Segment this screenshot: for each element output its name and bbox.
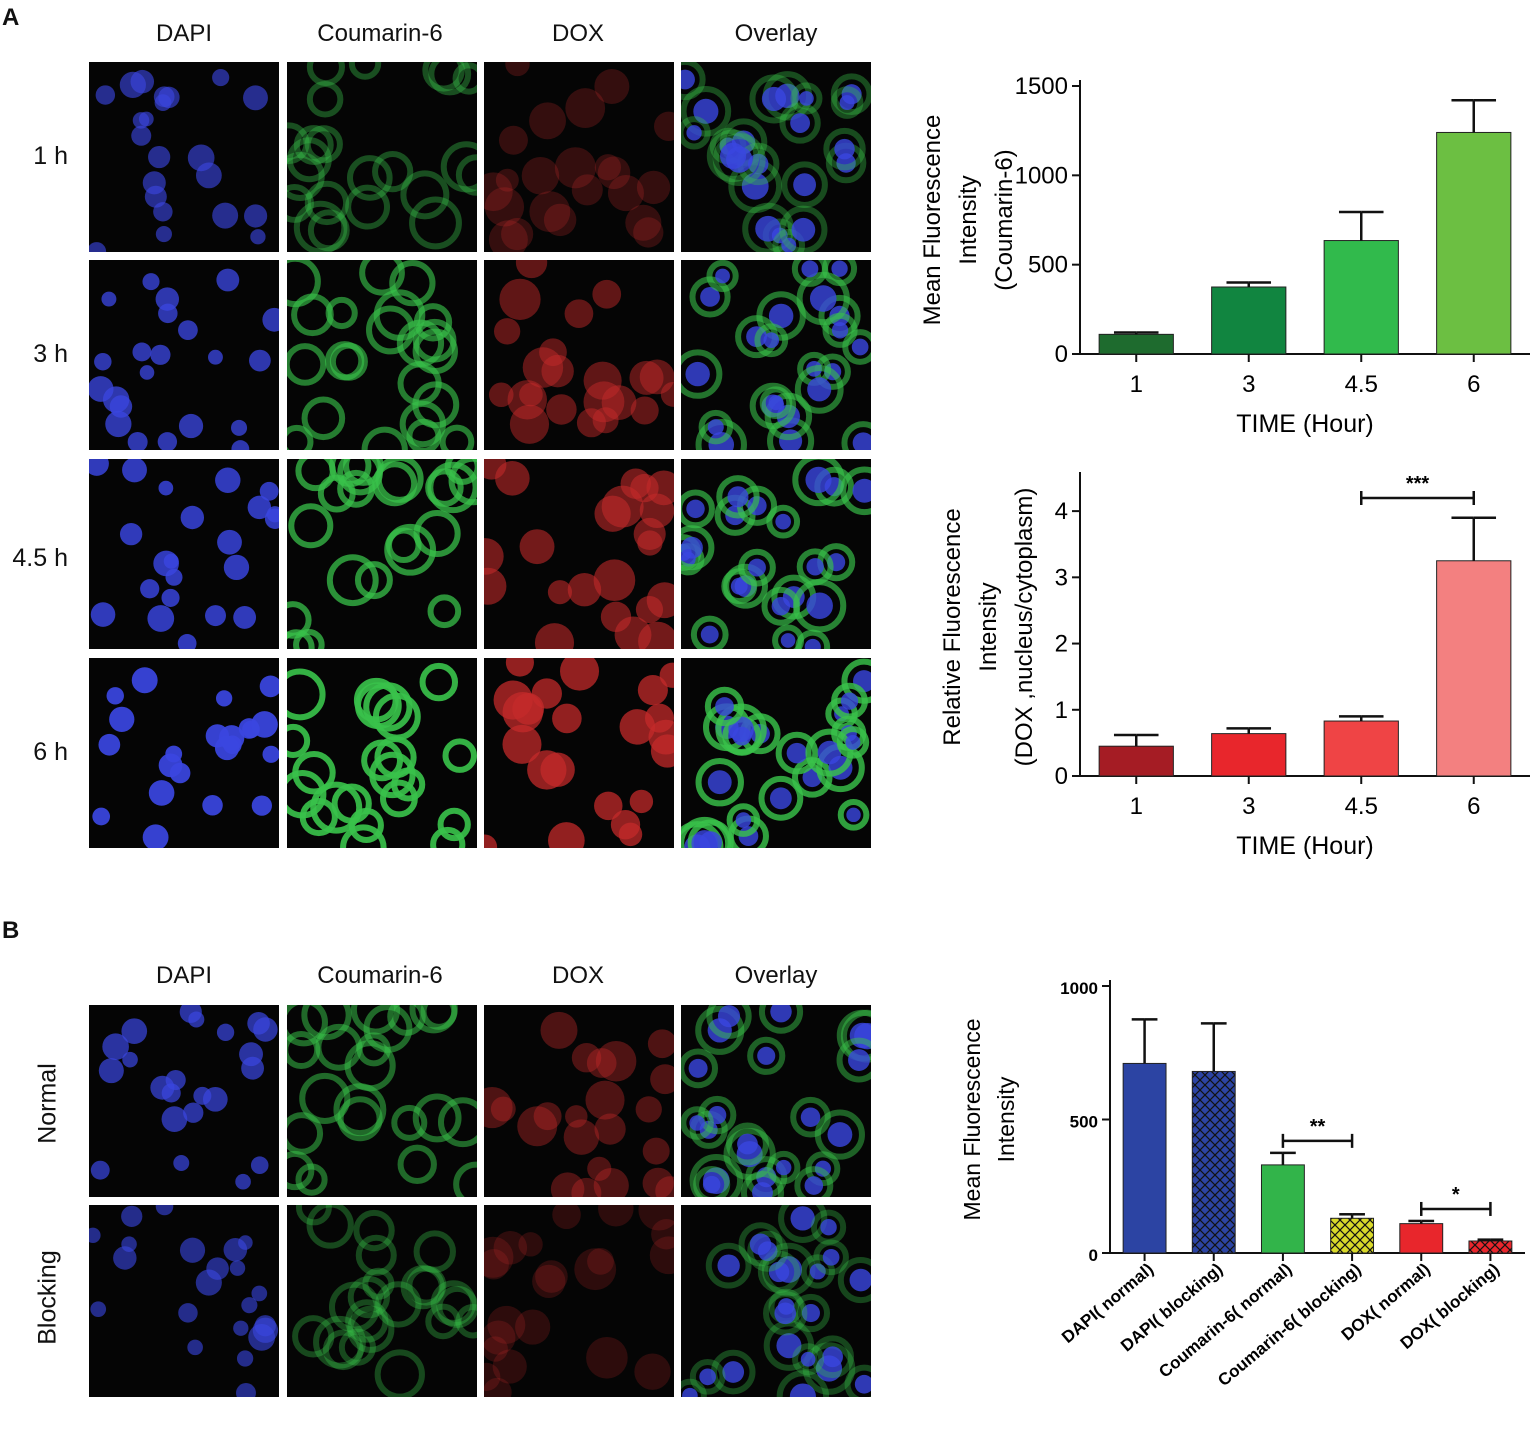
y-tick-label: 1500: [1015, 73, 1068, 100]
panel-a-row-3h: 3 h: [33, 340, 68, 368]
panel-a-row-6h: 6 h: [33, 738, 68, 766]
y-tick-label: 1000: [1060, 979, 1098, 998]
y-tick-label: 500: [1070, 1113, 1098, 1132]
micrograph-a-r3-dapi: [89, 459, 279, 649]
x-tick-label: 1: [1130, 371, 1143, 398]
panel-b-row-normal: Normal: [33, 1063, 62, 1144]
panel-a-col-overlay: Overlay: [734, 20, 818, 47]
bar-3: [1436, 131, 1512, 355]
y-axis-label: Mean Fluorescence: [919, 115, 946, 326]
significance-bracket: [1360, 491, 1475, 505]
bar-1: [1211, 286, 1287, 355]
x-tick-label: 3: [1242, 793, 1255, 820]
bar-4: [1399, 1223, 1444, 1254]
panel-b-col-dapi: DAPI: [155, 962, 212, 989]
y-tick-label: 1000: [1015, 162, 1068, 189]
micrograph-a-r4-dox: [484, 658, 674, 848]
micrograph-a-r2-ovl: [681, 260, 871, 450]
bar-0: [1122, 1062, 1167, 1254]
significance-bracket: [1420, 1201, 1492, 1216]
x-tick-label: 1: [1130, 793, 1143, 820]
y-axis-label: Intensity: [993, 1076, 1019, 1162]
bar-3: [1330, 1217, 1375, 1254]
y-tick-label: 0: [1089, 1246, 1098, 1265]
chart-dox-relative-intensity: 0 1 2 3 4 1 3 4.5 6 *** Relative Fluorescence Inten…: [939, 472, 1530, 860]
panel-b-col-coumarin: Coumarin-6: [317, 962, 443, 989]
micrograph-a-r2-dapi: [89, 260, 279, 450]
micrograph-b-r1-dapi: [89, 1005, 279, 1197]
x-tick-label: Coumarin-6( normal): [1155, 1260, 1295, 1382]
micrograph-b-r2-dapi: [89, 1205, 279, 1397]
bar-2: [1323, 240, 1399, 355]
y-axis-label: (DOX ,nucleus/cytoplasm): [1011, 488, 1038, 767]
x-axis-label: TIME (Hour): [1236, 832, 1374, 860]
bar-5: [1468, 1240, 1513, 1254]
bar-0: [1098, 333, 1174, 355]
panel-a-col-dapi: DAPI: [155, 20, 212, 47]
micrograph-a-r4-cou: [287, 658, 477, 848]
micrograph-a-r3-ovl: [681, 459, 871, 649]
micrograph-a-r2-cou: [287, 260, 477, 450]
panel-a-label: A: [2, 4, 20, 31]
y-tick-label: 0: [1055, 763, 1068, 790]
micrograph-a-r2-dox: [484, 260, 674, 450]
y-tick-label: 3: [1055, 564, 1068, 591]
x-tick-label: 6: [1467, 371, 1480, 398]
significance-label: ***: [1406, 473, 1430, 495]
micrograph-a-r4-ovl: [681, 658, 871, 848]
y-axis-label: Intensity: [955, 175, 982, 264]
micrograph-b-r2-dox: [484, 1205, 674, 1397]
y-axis-label: Intensity: [975, 582, 1002, 671]
panel-a-col-coumarin: Coumarin-6: [317, 20, 443, 47]
micrograph-a-r4-dapi: [89, 658, 279, 848]
bar-3: [1436, 560, 1512, 777]
panel-b-row-blocking: Blocking: [33, 1250, 62, 1345]
significance-label: *: [1452, 1184, 1460, 1206]
panel-a-col-dox: DOX: [551, 20, 604, 47]
micrograph-b-r1-ovl: [681, 1005, 871, 1197]
micrograph-b-r1-dox: [484, 1005, 674, 1197]
y-axis-label: Relative Fluorescence: [939, 508, 966, 745]
x-tick-label: 6: [1467, 793, 1480, 820]
chart-coumarin-intensity: 0 500 1000 1500 1 3 4.5 6 Mean Fluorescence Inten…: [919, 73, 1530, 438]
y-tick-label: 2: [1055, 631, 1068, 658]
bar-2: [1260, 1164, 1305, 1254]
micrograph-a-r1-dox: [484, 62, 674, 252]
y-tick-label: 1: [1055, 697, 1068, 724]
micrograph-b-r2-ovl: [681, 1205, 871, 1397]
significance-bracket: [1281, 1133, 1354, 1148]
x-tick-label: 3: [1242, 371, 1255, 398]
micrograph-b-r1-cou: [287, 1005, 477, 1197]
y-tick-label: 0: [1055, 341, 1068, 368]
panel-b-col-dox: DOX: [551, 962, 604, 989]
panel-b-col-overlay: Overlay: [734, 962, 818, 989]
bar-0: [1098, 745, 1174, 777]
significance-label: **: [1310, 1116, 1326, 1138]
panel-a-row-4-5h: 4.5 h: [12, 544, 68, 572]
y-axis-label: Mean Fluorescence: [959, 1019, 985, 1221]
micrograph-a-r1-dapi: [89, 62, 279, 252]
x-axis-label: TIME (Hour): [1236, 410, 1374, 438]
micrograph-b-r2-cou: [287, 1205, 477, 1397]
micrograph-a-r1-cou: [287, 62, 477, 252]
micrograph-a-r3-dox: [484, 459, 674, 649]
x-tick-label: 4.5: [1345, 793, 1378, 820]
bar-1: [1191, 1070, 1236, 1254]
bar-1: [1211, 733, 1287, 777]
bar-2: [1323, 720, 1399, 777]
x-tick-label: 4.5: [1345, 371, 1378, 398]
micrograph-a-r3-cou: [287, 459, 477, 649]
panel-b-label: B: [2, 917, 20, 944]
y-tick-label: 500: [1028, 252, 1068, 279]
micrograph-a-r1-ovl: [681, 62, 871, 252]
panel-a-row-1h: 1 h: [33, 142, 68, 170]
y-tick-label: 4: [1055, 498, 1068, 525]
y-axis-label: (Coumarin-6): [991, 149, 1018, 290]
